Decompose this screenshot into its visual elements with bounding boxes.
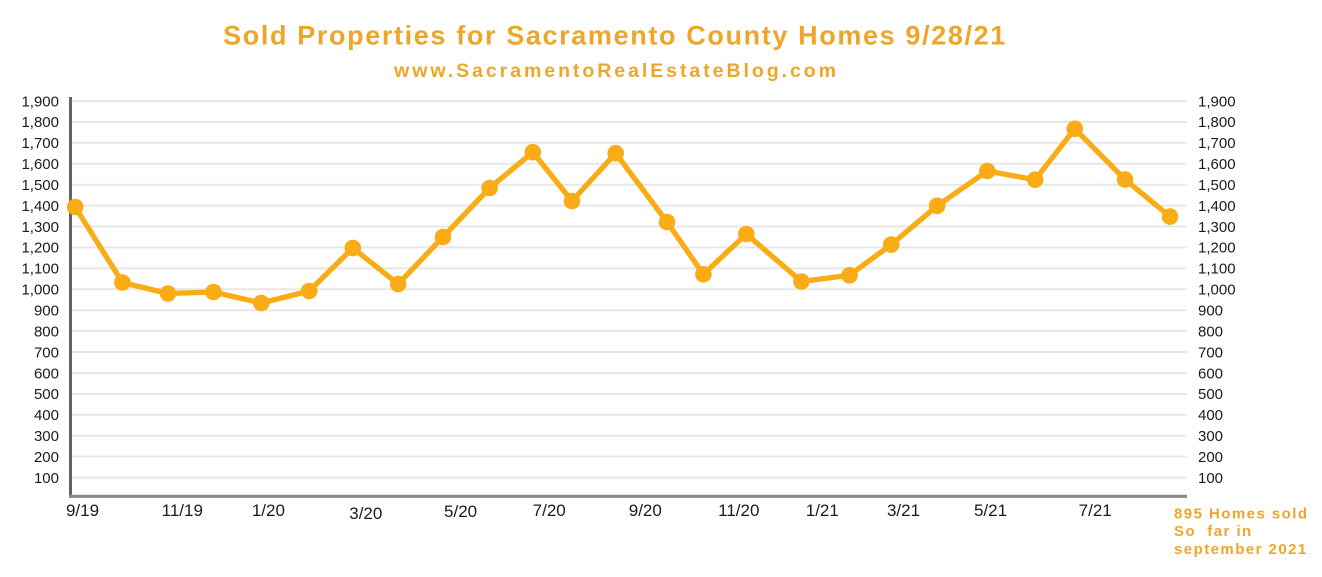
svg-text:5/21: 5/21	[974, 501, 1007, 520]
svg-text:300: 300	[34, 428, 59, 445]
svg-text:1,300: 1,300	[1198, 219, 1236, 236]
svg-text:500: 500	[1198, 386, 1223, 403]
svg-text:895 Homes sold: 895 Homes sold	[1174, 505, 1309, 522]
svg-text:1,600: 1,600	[1198, 156, 1236, 173]
svg-text:So far in: So far in	[1174, 523, 1253, 540]
svg-text:1,200: 1,200	[21, 240, 59, 257]
svg-text:1,900: 1,900	[21, 93, 59, 110]
svg-text:1,800: 1,800	[21, 114, 59, 131]
svg-text:1,500: 1,500	[1198, 177, 1236, 194]
svg-text:1,400: 1,400	[21, 198, 59, 215]
svg-text:400: 400	[1198, 407, 1223, 424]
svg-text:1,400: 1,400	[1198, 198, 1236, 215]
svg-text:1,000: 1,000	[21, 282, 59, 299]
svg-text:1,700: 1,700	[1198, 135, 1236, 152]
svg-text:700: 700	[34, 344, 59, 361]
svg-text:400: 400	[34, 407, 59, 424]
svg-text:9/19: 9/19	[66, 501, 99, 520]
svg-text:100: 100	[1198, 470, 1223, 487]
svg-text:september 2021: september 2021	[1174, 541, 1308, 558]
svg-text:5/20: 5/20	[444, 502, 477, 521]
svg-text:www.SacramentoRealEstateBlog.c: www.SacramentoRealEstateBlog.com	[393, 60, 839, 82]
svg-text:11/20: 11/20	[718, 501, 759, 520]
svg-text:200: 200	[1198, 449, 1223, 466]
svg-text:1,500: 1,500	[21, 177, 59, 194]
svg-text:600: 600	[34, 365, 59, 382]
svg-text:300: 300	[1198, 428, 1223, 445]
svg-text:800: 800	[34, 323, 59, 340]
svg-text:9/20: 9/20	[629, 501, 662, 520]
svg-text:1,800: 1,800	[1198, 114, 1236, 131]
svg-text:1,900: 1,900	[1198, 93, 1236, 110]
svg-text:900: 900	[1198, 303, 1223, 320]
svg-text:900: 900	[34, 303, 59, 320]
svg-text:1/20: 1/20	[252, 501, 285, 520]
svg-text:1,600: 1,600	[21, 156, 59, 173]
svg-text:1,000: 1,000	[1198, 282, 1236, 299]
svg-text:200: 200	[34, 449, 59, 466]
svg-text:1,100: 1,100	[1198, 261, 1236, 278]
svg-text:1,100: 1,100	[21, 261, 59, 278]
svg-text:1,200: 1,200	[1198, 240, 1236, 257]
svg-text:3/21: 3/21	[887, 501, 920, 520]
svg-text:700: 700	[1198, 344, 1223, 361]
svg-text:Sold Properties for Sacramento: Sold Properties for Sacramento County Ho…	[223, 21, 1007, 51]
svg-text:7/20: 7/20	[533, 501, 566, 520]
svg-text:1,300: 1,300	[21, 219, 59, 236]
svg-text:3/20: 3/20	[349, 504, 382, 523]
svg-text:1,700: 1,700	[21, 135, 59, 152]
svg-text:100: 100	[34, 470, 59, 487]
svg-text:800: 800	[1198, 323, 1223, 340]
svg-text:11/19: 11/19	[162, 501, 203, 520]
svg-text:7/21: 7/21	[1079, 501, 1112, 520]
svg-text:500: 500	[34, 386, 59, 403]
svg-text:600: 600	[1198, 365, 1223, 382]
svg-text:1/21: 1/21	[806, 501, 839, 520]
